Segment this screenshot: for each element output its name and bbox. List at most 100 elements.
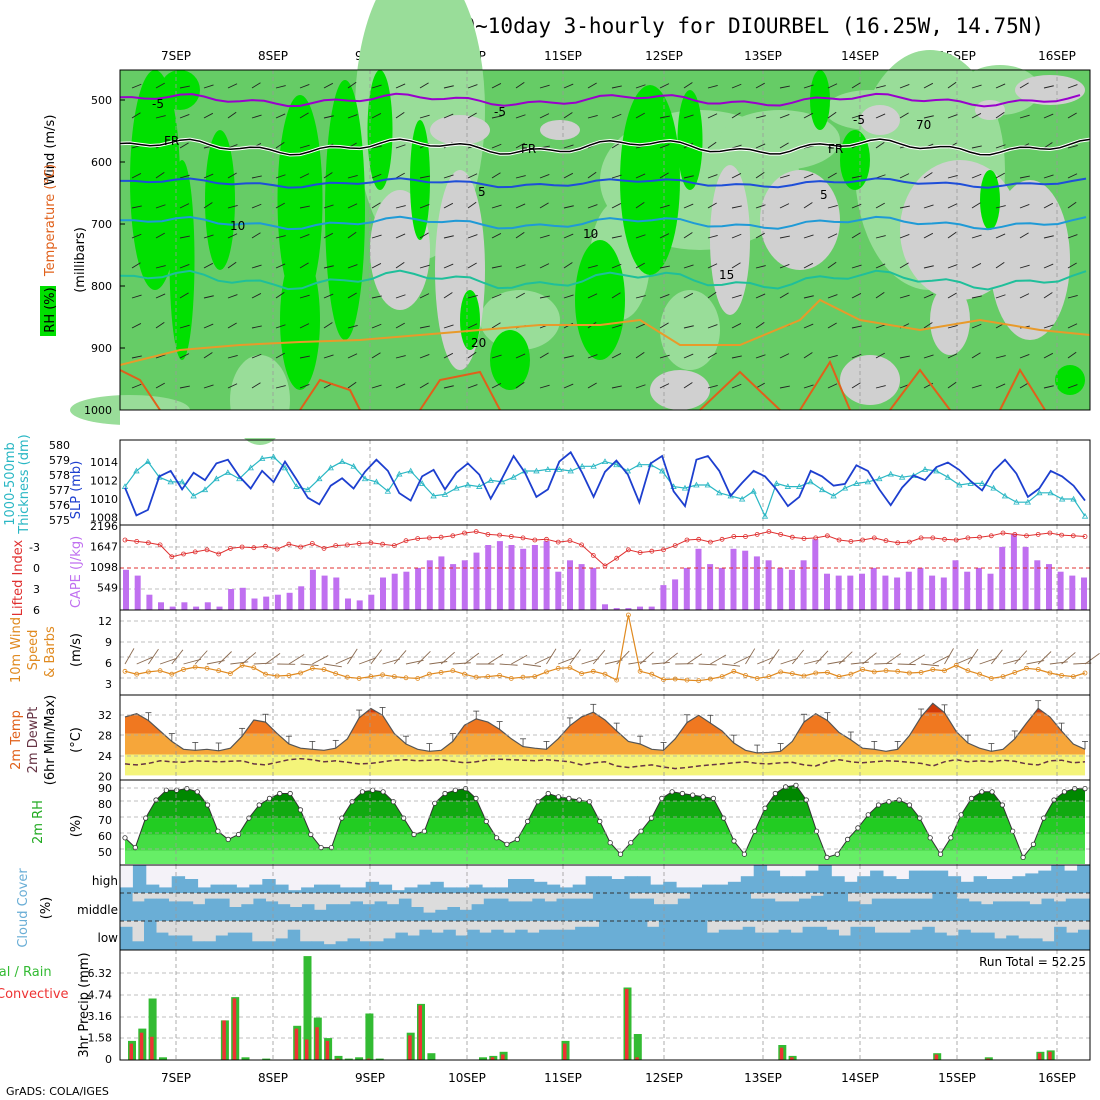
li-point xyxy=(263,543,268,549)
wind-speed-point xyxy=(145,669,151,675)
cloud-cover-bar xyxy=(762,898,776,921)
wind-barb xyxy=(803,262,814,269)
wind-barb xyxy=(923,354,934,359)
thickness-point xyxy=(464,481,472,488)
wind-barb xyxy=(155,115,166,119)
cloud-cover-bar xyxy=(792,876,806,893)
rh-point xyxy=(793,782,799,788)
wind-barb xyxy=(534,655,552,665)
cloud-cover-bar xyxy=(774,901,788,921)
wind-barb xyxy=(875,174,886,179)
precip-convective-bar xyxy=(305,1039,309,1060)
cape-bar xyxy=(450,564,457,610)
wind-speed-point xyxy=(298,670,304,676)
rh-moist-area xyxy=(490,330,530,390)
bottom-date-axis: 7SEP 8SEP 9SEP 10SEP 11SEP 12SEP 13SEP 14SEP 15S… xyxy=(161,1071,1076,1085)
cloud-cover-bar xyxy=(1018,938,1031,950)
wind-barb xyxy=(227,204,238,209)
li-point xyxy=(380,541,386,547)
cloud-cover-bar xyxy=(831,876,845,893)
wind-barb xyxy=(851,325,862,329)
rh-point xyxy=(205,802,211,808)
wind-barb xyxy=(686,653,703,665)
thickness-point xyxy=(361,475,369,482)
wind-barb xyxy=(659,204,670,209)
wind-speed-point xyxy=(637,668,643,674)
wind-barb xyxy=(227,172,237,179)
wind-barb xyxy=(971,384,982,389)
wind-barb xyxy=(558,657,576,665)
thickness-point xyxy=(453,484,460,491)
wind-barb xyxy=(1067,294,1078,299)
slp-line xyxy=(124,450,1086,517)
cloud-cover-bar xyxy=(1077,898,1091,921)
wind-barb xyxy=(467,173,478,179)
cloud-cover-bar xyxy=(362,904,376,921)
below-ground xyxy=(120,410,1090,438)
wind-barb xyxy=(539,234,550,239)
rh-point xyxy=(256,802,262,808)
wind-barb xyxy=(1084,653,1100,665)
wind-barb xyxy=(171,649,184,665)
cloud-cover-bar xyxy=(1005,901,1018,921)
rh-dry-area xyxy=(975,100,1005,120)
cape-bar xyxy=(426,560,433,610)
cape-bar xyxy=(777,567,784,610)
cloud-cover-bar xyxy=(1051,865,1065,893)
rh-moist-area xyxy=(677,90,703,190)
wind-barb xyxy=(827,354,838,359)
rh-point xyxy=(865,812,871,818)
wind-barb xyxy=(155,204,166,209)
rh-point xyxy=(659,795,665,802)
wind-barb xyxy=(683,175,694,179)
thickness-point xyxy=(693,481,700,488)
cloud-cover-bar xyxy=(714,893,727,921)
temp-contour-20 xyxy=(119,298,1091,366)
cloud-cover-bar xyxy=(1012,876,1026,893)
precip-total-bar xyxy=(334,1055,343,1060)
wind-barb xyxy=(323,322,333,329)
wind-barb xyxy=(635,352,645,359)
wind-speed-point xyxy=(356,676,362,681)
wind-speed-point xyxy=(403,675,409,681)
rh-moist-area xyxy=(1055,365,1085,395)
rh-point xyxy=(390,799,396,805)
cape-bar xyxy=(952,560,959,610)
cape-tick-label: 1098 xyxy=(90,561,118,574)
wind-barb xyxy=(616,650,630,665)
wind-barb xyxy=(275,385,286,389)
wind-barb xyxy=(299,205,310,209)
rh-point xyxy=(855,825,861,831)
cape-bar xyxy=(894,577,901,610)
wind-barb xyxy=(683,264,694,269)
wind-speed-point xyxy=(848,671,854,677)
wind-barb xyxy=(635,173,646,179)
cloud-cover-bar xyxy=(922,926,935,950)
li-point xyxy=(368,540,374,546)
wind-barb xyxy=(563,112,573,119)
li-point xyxy=(1070,533,1076,539)
cloud-cover-bar xyxy=(184,879,199,893)
wind-speed-line xyxy=(124,614,1086,682)
cloud-panel: high middle low Cloud Cover (%) xyxy=(16,864,1091,951)
cloud-cover-bar xyxy=(799,898,812,921)
cape-bar xyxy=(730,548,737,610)
wind-barb xyxy=(371,384,382,389)
cloud-cover-bar xyxy=(572,884,587,893)
millibars-axis-label: (millibars) xyxy=(73,227,88,293)
cape-bar xyxy=(859,573,865,610)
li-point xyxy=(181,551,186,557)
cloud-cover-bar xyxy=(999,879,1013,893)
cloud-cover-bar xyxy=(275,938,289,950)
cape-bar xyxy=(999,546,1006,610)
cloud-cover-bar xyxy=(419,929,432,950)
thickness-point xyxy=(590,462,597,469)
thickness-point xyxy=(544,466,552,472)
wind-speed-point xyxy=(836,674,842,679)
wind-speed-point xyxy=(368,674,374,679)
wind-barb xyxy=(803,295,814,299)
thickness-point xyxy=(1013,498,1020,505)
wind-barb xyxy=(251,82,261,89)
cloud-cover-bar xyxy=(171,876,186,893)
date-label-top: 7SEP xyxy=(161,49,191,63)
